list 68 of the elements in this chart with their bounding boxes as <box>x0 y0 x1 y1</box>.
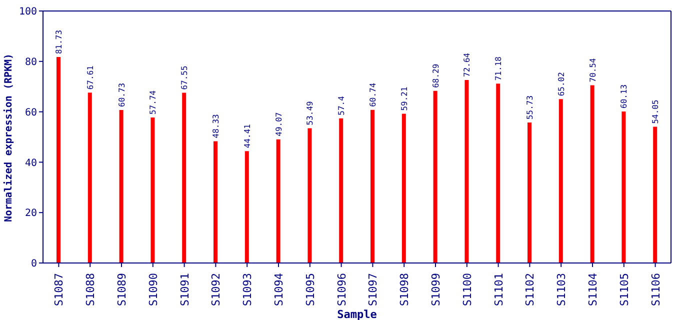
bar <box>558 99 563 263</box>
x-tick-label: S1096 <box>335 273 348 306</box>
x-tick-label: S1105 <box>618 273 631 306</box>
x-tick-label: S1103 <box>555 273 568 306</box>
data-label: 53.49 <box>306 100 315 126</box>
bar <box>119 110 124 263</box>
data-label: 70.54 <box>588 58 598 82</box>
bar <box>433 90 438 263</box>
x-tick-label: S1089 <box>116 273 128 306</box>
y-tick-label: 60 <box>24 107 37 118</box>
x-tick-label: S1100 <box>460 273 474 306</box>
data-label: 44.41 <box>242 124 252 148</box>
x-tick-label: S1088 <box>84 273 98 306</box>
y-tick-label: 20 <box>24 208 37 220</box>
x-tick-label: S1101 <box>492 273 506 306</box>
data-label: 71.18 <box>494 56 504 81</box>
y-tick-label: 80 <box>24 56 37 68</box>
data-label: 57.74 <box>148 90 158 114</box>
bar <box>56 57 60 263</box>
x-tick-label: S1091 <box>178 273 192 306</box>
data-label: 57.4 <box>337 96 346 116</box>
y-tick-label: 100 <box>18 6 37 18</box>
data-label: 48.33 <box>212 114 220 138</box>
bar <box>88 92 92 263</box>
data-label: 59.21 <box>400 86 409 111</box>
y-axis-title: Normalized expression (RPKM) <box>2 53 15 222</box>
bar <box>370 110 374 263</box>
x-tick-label: S1102 <box>524 273 537 306</box>
data-label: 60.73 <box>117 82 126 107</box>
data-label: 60.13 <box>620 84 629 108</box>
bar <box>402 114 406 263</box>
bar <box>653 126 658 263</box>
x-tick-label: S1087 <box>52 273 66 306</box>
x-tick-label: S1098 <box>398 273 412 306</box>
bar <box>182 92 186 263</box>
bar <box>150 117 155 263</box>
data-label: 81.73 <box>54 30 64 54</box>
data-label: 49.07 <box>274 112 284 136</box>
bar <box>214 141 218 263</box>
bar <box>276 139 280 263</box>
bar <box>244 151 249 263</box>
x-axis-title: Sample <box>337 308 378 320</box>
x-tick-label: S1093 <box>241 273 254 306</box>
bar <box>464 80 469 263</box>
x-tick-label: S1104 <box>586 272 600 306</box>
bar <box>339 118 344 263</box>
data-label: 55.73 <box>526 95 534 120</box>
bar <box>496 84 500 263</box>
y-tick-label: 40 <box>24 158 37 169</box>
data-label: 72.64 <box>462 52 472 77</box>
data-label: 60.74 <box>368 82 378 107</box>
x-tick-label: S1094 <box>272 272 286 306</box>
x-tick-label: S1090 <box>146 273 160 306</box>
x-tick-label: S1099 <box>430 273 442 306</box>
bar <box>590 85 594 263</box>
x-tick-label: S1097 <box>366 273 380 306</box>
y-tick-label: 0 <box>30 258 37 270</box>
data-label: 54.05 <box>651 100 660 124</box>
bar <box>622 111 626 263</box>
bar <box>528 122 532 263</box>
bar <box>308 128 312 263</box>
data-label: 67.55 <box>180 66 190 90</box>
data-label: 65.02 <box>556 72 566 96</box>
x-tick-label: S1106 <box>649 273 662 306</box>
x-tick-label: S1095 <box>304 273 317 306</box>
data-label: 68.29 <box>431 64 440 88</box>
data-label: 67.61 <box>86 65 95 90</box>
x-tick-label: S1092 <box>210 273 223 306</box>
